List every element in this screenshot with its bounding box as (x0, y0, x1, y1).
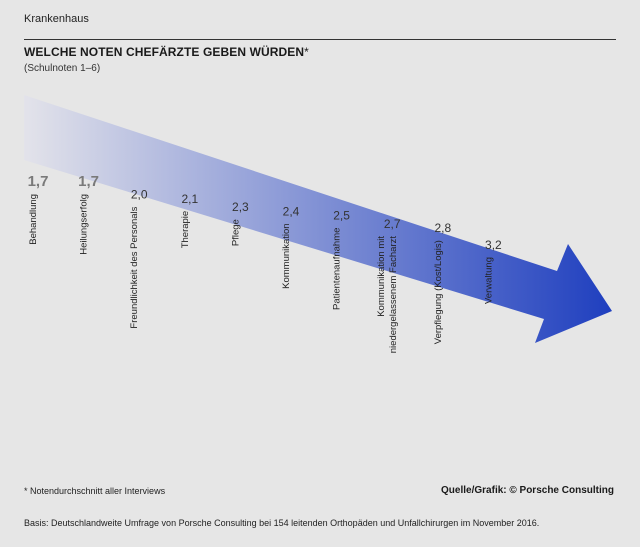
value-label: 2,7 (384, 217, 401, 231)
value-label: 2,3 (232, 200, 249, 214)
category-label: Verwaltung (483, 257, 494, 304)
category-label: Patientenaufnahme (332, 228, 343, 310)
header-divider (24, 39, 616, 40)
footnote: * Notendurchschnitt aller Interviews (24, 486, 166, 496)
chart-title-marker: * (304, 45, 309, 59)
value-label: 2,0 (131, 188, 148, 202)
value-label: 2,4 (283, 204, 300, 218)
value-label: 2,1 (181, 192, 198, 206)
category-label: Pflege (230, 219, 241, 246)
chart-title-text: WELCHE NOTEN CHEFÄRZTE GEBEN WÜRDEN (24, 45, 305, 59)
category-label: Heilungserfolg (79, 194, 90, 255)
category-label: Behandlung (28, 194, 39, 245)
value-label: 3,2 (485, 238, 502, 252)
chart-subtitle: (Schulnoten 1–6) (24, 63, 101, 74)
category-label: Kommunikation mitniedergelassenem Fachar… (376, 236, 399, 354)
kicker-label: Krankenhaus (24, 13, 89, 25)
source-credit: Quelle/Grafik: © Porsche Consulting (441, 485, 614, 496)
value-label: 2,5 (333, 209, 350, 223)
category-label: Therapie (180, 211, 191, 249)
chart-title: WELCHE NOTEN CHEFÄRZTE GEBEN WÜRDEN* (24, 45, 309, 59)
trend-arrow (24, 95, 612, 343)
value-label: 1,7 (28, 173, 49, 190)
category-label: Kommunikation (281, 223, 292, 288)
category-label: Verpflegung (Kost/Logis) (433, 240, 444, 344)
value-label: 2,8 (434, 221, 451, 235)
value-label: 1,7 (78, 173, 99, 190)
category-label: Freundlichkeit des Personals (129, 206, 140, 328)
basis-note: Basis: Deutschlandweite Umfrage von Pors… (24, 518, 540, 528)
